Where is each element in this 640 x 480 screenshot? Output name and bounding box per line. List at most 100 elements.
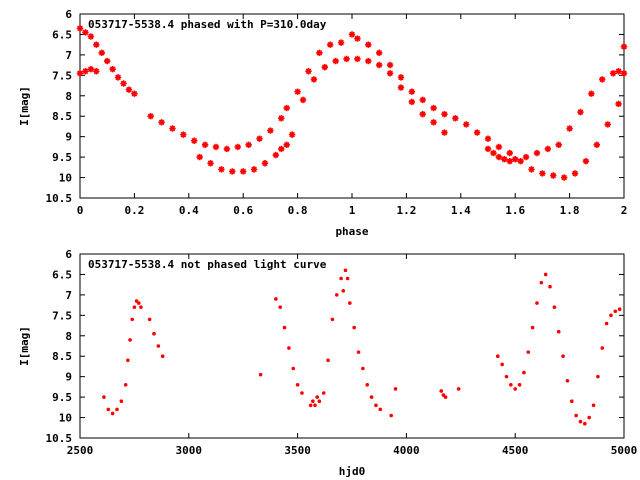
data-point	[169, 125, 176, 132]
data-point	[569, 399, 574, 404]
data-point	[283, 104, 290, 112]
data-point	[393, 387, 398, 391]
data-point	[256, 135, 263, 142]
data-point	[332, 57, 339, 65]
data-point	[201, 141, 209, 149]
data-point	[617, 307, 622, 312]
data-point	[550, 172, 557, 179]
data-point	[484, 145, 492, 153]
data-point	[93, 68, 100, 75]
data-point	[548, 284, 552, 289]
data-series	[76, 25, 628, 181]
data-point	[93, 41, 100, 48]
data-point	[361, 366, 365, 371]
data-point	[591, 403, 596, 408]
data-point	[561, 354, 565, 359]
data-point	[517, 158, 524, 165]
x-tick-label: 0.8	[288, 204, 308, 217]
data-point	[439, 389, 444, 393]
data-point	[261, 160, 269, 167]
x-tick-label: 1.2	[396, 204, 416, 217]
x-tick-label: 4500	[502, 444, 529, 457]
data-point	[530, 325, 535, 330]
data-point	[501, 155, 508, 163]
data-point	[504, 374, 509, 379]
data-point	[600, 346, 605, 350]
data-point	[287, 346, 291, 350]
data-point	[295, 383, 300, 387]
y-axis-label: I[mag]	[18, 326, 31, 366]
data-point	[389, 413, 393, 418]
data-point	[250, 166, 258, 173]
data-series	[102, 268, 622, 426]
data-point	[375, 49, 383, 57]
data-point	[604, 121, 611, 128]
data-point	[522, 370, 526, 375]
data-point	[620, 70, 628, 77]
y-tick-label: 6	[65, 8, 72, 21]
y-tick-label: 10.5	[46, 192, 73, 205]
y-tick-label: 6.5	[52, 28, 72, 41]
y-tick-label: 6.5	[52, 268, 72, 281]
data-point	[599, 76, 606, 83]
data-point	[365, 383, 370, 387]
data-point	[106, 407, 111, 412]
data-point	[315, 395, 319, 399]
data-point	[552, 305, 557, 309]
data-point	[397, 84, 405, 91]
data-point	[334, 293, 339, 297]
data-point	[565, 378, 570, 383]
x-tick-label: 0.6	[233, 204, 253, 217]
x-tick-label: 1	[349, 204, 356, 217]
data-point	[526, 350, 531, 354]
data-point	[278, 305, 282, 309]
data-point	[147, 317, 152, 322]
data-point	[343, 55, 350, 63]
data-point	[218, 166, 225, 173]
data-point	[152, 331, 156, 336]
data-point	[500, 362, 504, 367]
data-point	[115, 407, 119, 412]
data-point	[615, 100, 622, 108]
data-point	[136, 301, 141, 305]
y-tick-label: 8.5	[52, 110, 72, 123]
data-point	[82, 68, 89, 75]
data-point	[543, 272, 548, 277]
y-tick-label: 7	[65, 49, 72, 62]
y-tick-label: 9.5	[52, 391, 72, 404]
y-tick-label: 9	[65, 131, 72, 144]
data-point	[484, 135, 492, 142]
data-point	[267, 127, 274, 134]
data-point	[305, 68, 312, 75]
data-point	[441, 110, 448, 118]
data-point	[317, 399, 322, 404]
y-tick-label: 9.5	[52, 151, 72, 164]
data-point	[120, 80, 127, 87]
data-point	[278, 145, 285, 153]
data-point	[258, 372, 263, 377]
data-point	[604, 321, 609, 326]
data-point	[196, 153, 203, 161]
data-point	[147, 113, 154, 120]
data-point	[356, 350, 361, 354]
data-point	[354, 35, 361, 42]
data-point	[452, 115, 459, 122]
data-point	[513, 387, 517, 391]
x-tick-label: 3500	[284, 444, 311, 457]
plot-frame	[79, 253, 625, 439]
data-point	[156, 344, 161, 348]
data-point	[102, 395, 106, 399]
data-point	[517, 383, 522, 387]
data-point	[326, 358, 330, 363]
y-tick-label: 10.5	[46, 432, 73, 445]
y-tick-label: 7.5	[52, 309, 72, 322]
data-point	[229, 168, 236, 175]
data-point	[354, 55, 361, 63]
data-point	[272, 151, 280, 159]
data-point	[533, 149, 541, 157]
data-point	[123, 383, 128, 387]
data-point	[180, 131, 187, 138]
x-tick-label: 4000	[393, 444, 420, 457]
data-point	[473, 129, 481, 136]
